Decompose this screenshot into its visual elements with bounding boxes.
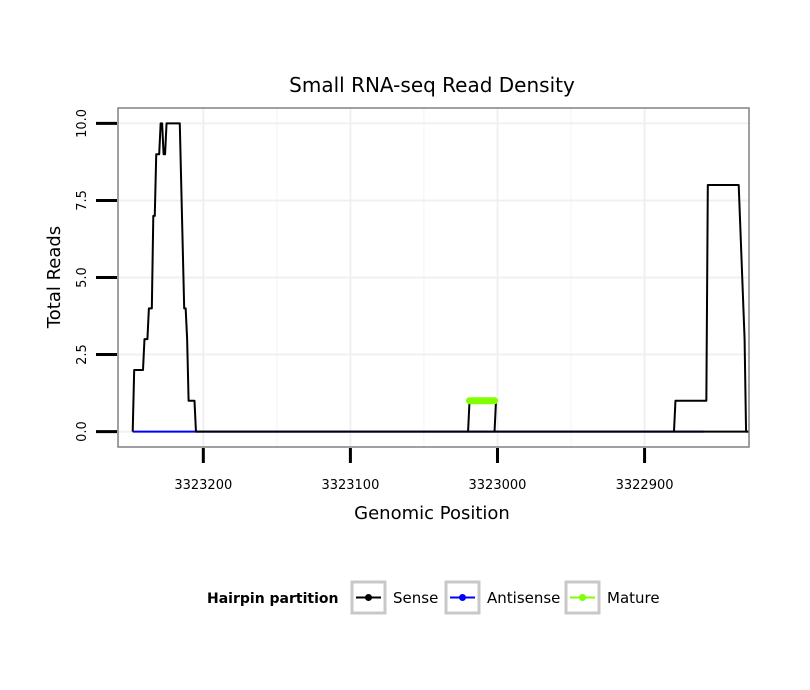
series-layer [131, 122, 749, 433]
chart-title: Small RNA-seq Read Density [289, 73, 575, 97]
x-tick-label-3: 3322900 [616, 478, 674, 493]
legend-label-sense: Sense [393, 589, 438, 607]
series-sense-left-peak [131, 122, 749, 433]
legend: Hairpin partition Sense Antisense Mature [207, 580, 660, 615]
series-sense-right-peak [672, 184, 749, 433]
grid-layer [118, 108, 749, 447]
legend-key-point-2 [579, 594, 586, 601]
x-tick-label-2: 3323000 [469, 478, 527, 493]
legend-label-antisense: Antisense [487, 589, 560, 607]
y-tick-label-2: 5.0 [75, 267, 90, 288]
plot-panel-border [117, 107, 750, 448]
series-sense-mature-region [467, 399, 498, 432]
y-axis: 0.0 2.5 5.0 7.5 10.0 [75, 109, 117, 442]
legend-key-point-0 [365, 594, 372, 601]
y-tick-label-3: 7.5 [75, 190, 90, 211]
y-axis-label: Total Reads [44, 226, 65, 329]
legend-title: Hairpin partition [207, 591, 338, 607]
y-tick-label-4: 10.0 [75, 109, 90, 138]
x-tick-label-1: 3323100 [321, 478, 379, 493]
y-tick-label-0: 0.0 [75, 421, 90, 442]
x-axis-label: Genomic Position [354, 503, 510, 524]
y-tick-label-1: 2.5 [75, 344, 90, 365]
x-axis: 3323200 3323100 3323000 3322900 [174, 448, 674, 493]
legend-key-point-1 [459, 594, 466, 601]
legend-label-mature: Mature [607, 589, 660, 607]
x-tick-label-0: 3323200 [174, 478, 232, 493]
